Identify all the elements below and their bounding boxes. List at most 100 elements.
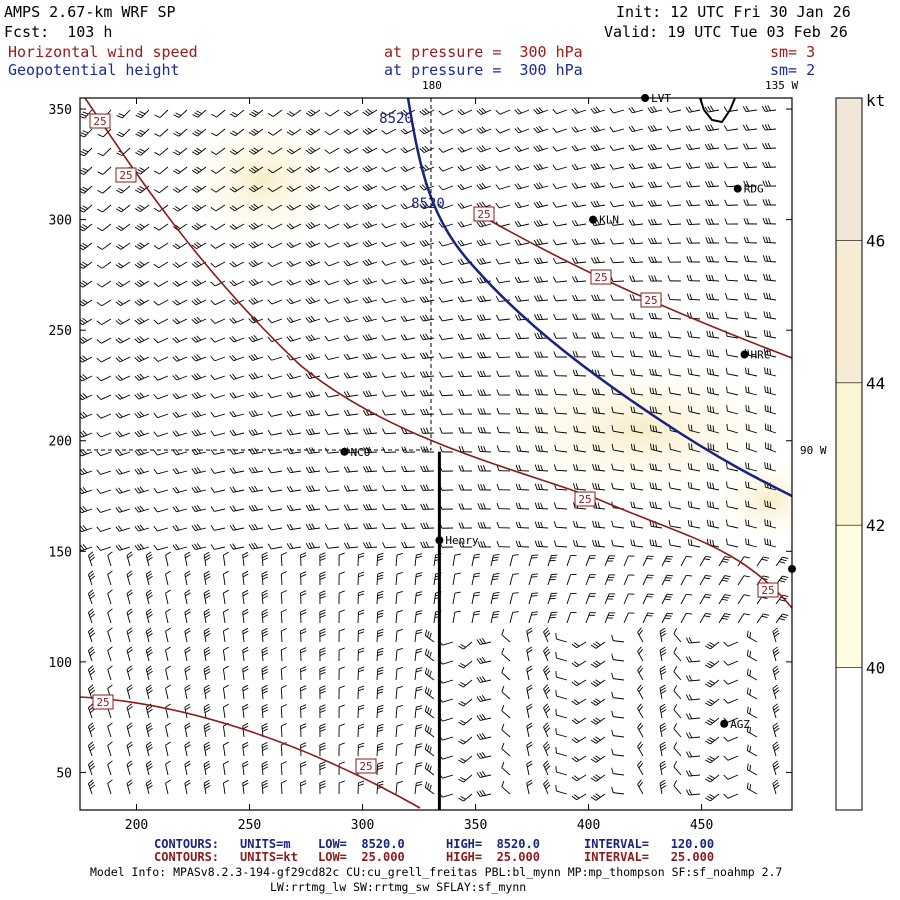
x-tick-label: 400: [577, 818, 600, 833]
wind-barb: [210, 204, 226, 212]
wind-barb: [153, 375, 169, 381]
wind-barb: [153, 223, 169, 231]
wind-barb: [554, 444, 568, 453]
wind-barb: [705, 793, 720, 802]
wind-barb: [248, 109, 264, 118]
wind-barb: [80, 543, 93, 552]
wind-barb: [704, 105, 720, 113]
wind-barb: [420, 522, 435, 529]
wind-barb: [496, 407, 511, 415]
wind-barb: [685, 106, 701, 113]
wind-barb: [471, 553, 481, 567]
wind-barb: [515, 540, 530, 548]
wind-barb: [267, 486, 283, 493]
wind-barb: [338, 742, 345, 757]
wind-barb: [338, 552, 345, 567]
wind-barb: [744, 274, 758, 282]
wind-barb: [706, 500, 720, 510]
wind-barb: [744, 311, 758, 320]
wind-barb: [165, 722, 171, 738]
wind-barb: [134, 524, 150, 532]
wind-barb: [267, 505, 283, 512]
wind-barb: [280, 685, 287, 700]
wind-barb: [630, 463, 644, 472]
wind-barb: [571, 238, 587, 245]
wind-barb: [724, 236, 739, 244]
wind-barb: [357, 609, 365, 624]
wind-barb: [324, 185, 340, 192]
wind-barb: [490, 554, 500, 567]
wind-barb: [528, 611, 539, 624]
wind-barb: [267, 223, 283, 230]
wind-barb: [248, 278, 264, 286]
wind-barb: [362, 277, 378, 285]
wind-barb: [764, 423, 777, 434]
wind-barb: [476, 145, 492, 153]
wind-barb: [96, 299, 112, 307]
wind-barb: [145, 779, 153, 795]
wind-barb: [165, 760, 171, 776]
wind-barb: [222, 779, 229, 795]
wind-barb: [172, 505, 188, 513]
wind-barb: [514, 183, 530, 190]
wind-barb: [495, 165, 511, 171]
wind-barb: [439, 503, 454, 510]
wind-barb: [305, 542, 321, 549]
wind-barb: [96, 280, 112, 288]
wind-barb: [267, 299, 283, 305]
wind-barb: [762, 142, 777, 150]
wind-barb: [87, 741, 96, 757]
wind-barb: [476, 257, 492, 265]
wind-barb: [126, 608, 133, 624]
wind-barb: [667, 312, 682, 320]
wind-barb: [126, 722, 133, 738]
wind-barb: [501, 685, 511, 700]
wind-barb: [762, 255, 777, 263]
wind-barb: [286, 166, 302, 174]
wind-barb: [153, 280, 169, 287]
wind-barb: [642, 574, 654, 586]
wind-barb: [357, 742, 365, 757]
wind-barb: [338, 723, 345, 738]
wind-barb: [555, 709, 568, 719]
contour-row1-label: CONTOURS:: [154, 837, 220, 851]
wind-barb: [673, 742, 682, 757]
wind-barb: [319, 685, 326, 700]
wind-barb: [534, 464, 549, 472]
wind-barb: [300, 780, 307, 795]
contour-label-box: [115, 167, 137, 183]
wind-barb: [248, 504, 264, 512]
wind-barb: [324, 504, 340, 511]
wind-barb: [457, 333, 473, 340]
wind-barb: [230, 109, 245, 118]
wind-barb: [555, 728, 568, 738]
wind-barb: [172, 166, 188, 175]
wind-barb: [172, 430, 188, 437]
wind-barb: [743, 218, 758, 225]
wind-barb: [571, 163, 587, 171]
wind-barb: [153, 185, 169, 194]
wind-barb: [457, 109, 473, 116]
wind-barb: [305, 203, 321, 211]
wind-barb: [533, 219, 549, 227]
wind-barb: [305, 466, 321, 473]
wind-barb: [222, 608, 229, 624]
wind-barb: [145, 722, 153, 738]
wind-barb: [457, 146, 473, 153]
wind-barb: [496, 502, 511, 510]
wind-barb: [514, 164, 530, 171]
wind-barb: [80, 204, 93, 213]
wind-barb: [191, 543, 207, 551]
wind-barb: [543, 722, 551, 738]
y-tick-label: 200: [49, 435, 72, 450]
wind-barb: [419, 295, 435, 303]
wind-barb: [400, 296, 416, 304]
wind-barb: [458, 541, 473, 548]
wind-barb: [357, 685, 365, 700]
wind-barb: [286, 316, 302, 324]
wind-barb: [490, 592, 500, 605]
wind-barb: [153, 544, 169, 551]
wind-barb: [745, 423, 758, 434]
contour-row1-low: LOW= 8520.0: [318, 837, 405, 851]
wind-barb: [743, 143, 758, 150]
